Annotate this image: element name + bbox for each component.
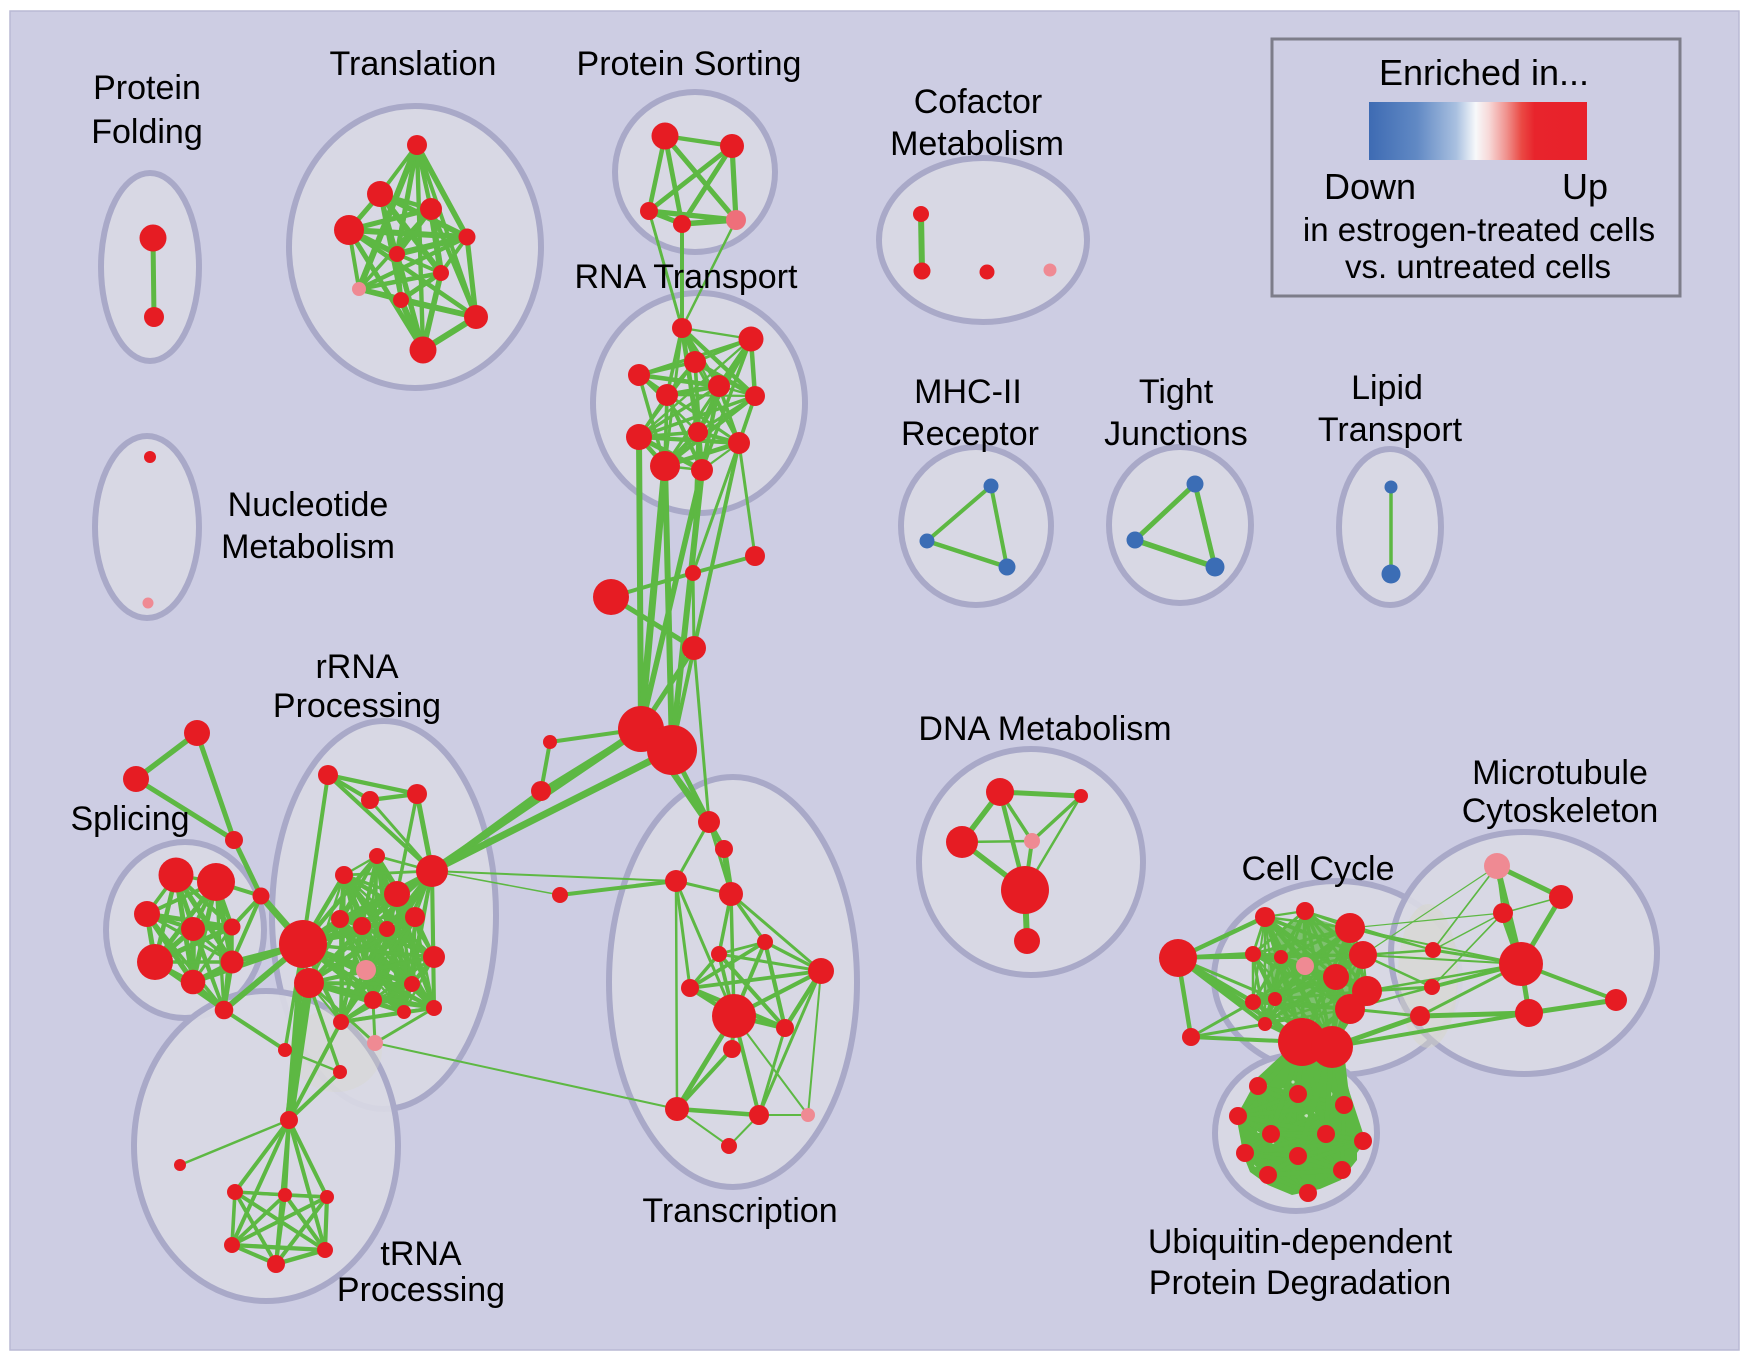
svg-text:Nucleotide: Nucleotide [228, 486, 389, 524]
svg-text:MHC-II: MHC-II [914, 373, 1022, 411]
svg-text:Microtubule: Microtubule [1472, 754, 1648, 792]
svg-text:Transport: Transport [1318, 411, 1463, 449]
svg-text:tRNA: tRNA [380, 1235, 462, 1273]
svg-text:Ubiquitin-dependent: Ubiquitin-dependent [1148, 1223, 1453, 1261]
svg-text:vs. untreated cells: vs. untreated cells [1345, 248, 1611, 285]
svg-text:Lipid: Lipid [1351, 369, 1423, 407]
svg-text:Receptor: Receptor [901, 415, 1039, 453]
svg-text:Metabolism: Metabolism [890, 125, 1064, 163]
svg-text:RNA Transport: RNA Transport [575, 258, 799, 296]
svg-text:Cell Cycle: Cell Cycle [1241, 850, 1394, 888]
svg-text:in estrogen-treated cells: in estrogen-treated cells [1303, 211, 1655, 248]
svg-text:Processing: Processing [337, 1271, 505, 1309]
svg-text:Tight: Tight [1139, 373, 1214, 411]
svg-text:Junctions: Junctions [1104, 415, 1248, 453]
svg-text:Processing: Processing [273, 687, 441, 725]
svg-text:Down: Down [1324, 166, 1416, 207]
svg-text:Transcription: Transcription [642, 1192, 837, 1230]
svg-text:Folding: Folding [91, 113, 203, 151]
svg-text:Splicing: Splicing [70, 800, 189, 838]
svg-text:Up: Up [1562, 166, 1608, 207]
svg-text:Cytoskeleton: Cytoskeleton [1462, 792, 1659, 830]
svg-text:Protein Degradation: Protein Degradation [1149, 1264, 1451, 1302]
svg-text:Metabolism: Metabolism [221, 528, 395, 566]
svg-text:Enriched in...: Enriched in... [1379, 52, 1589, 93]
svg-text:Protein: Protein [93, 69, 201, 107]
svg-text:DNA Metabolism: DNA Metabolism [918, 710, 1171, 748]
svg-text:Translation: Translation [330, 45, 497, 83]
svg-text:Protein Sorting: Protein Sorting [577, 45, 802, 83]
svg-text:rRNA: rRNA [315, 648, 398, 686]
svg-text:Cofactor: Cofactor [914, 83, 1043, 121]
